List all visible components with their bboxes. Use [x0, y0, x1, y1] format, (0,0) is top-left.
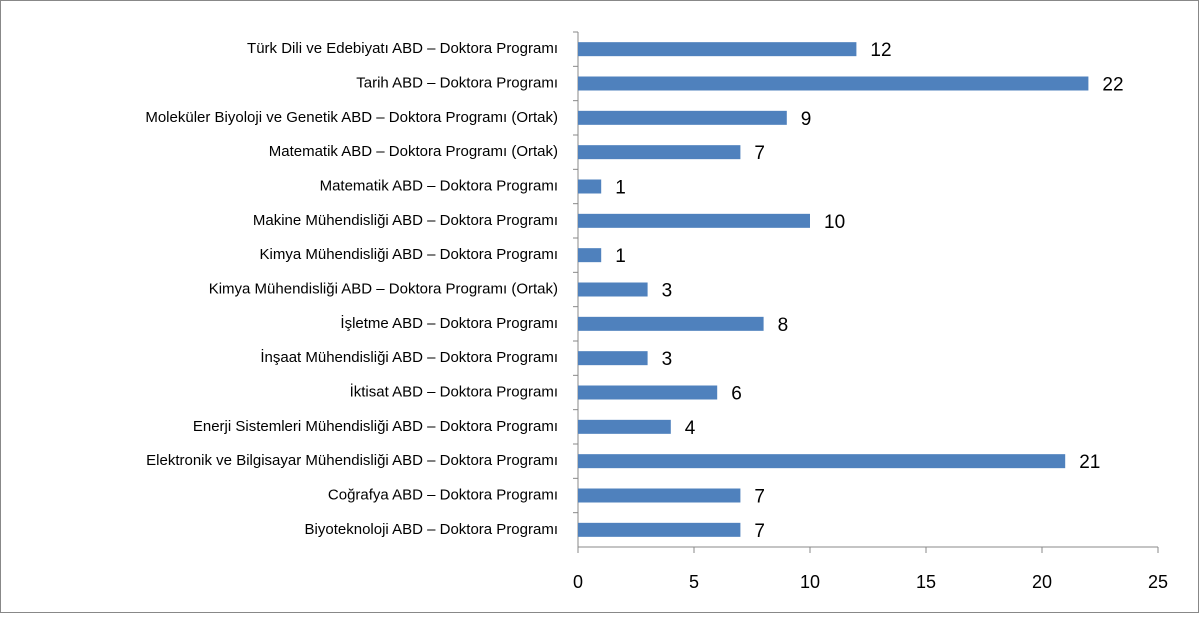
y-tick-label: Elektronik ve Bilgisayar Mühendisliği AB… — [146, 452, 558, 469]
data-label: 21 — [1079, 452, 1100, 473]
bar — [578, 385, 718, 400]
y-tick-label: Enerji Sistemleri Mühendisliği ABD – Dok… — [193, 418, 558, 435]
y-tick-label: İktisat ABD – Doktora Programı — [350, 382, 558, 400]
bar — [578, 42, 857, 57]
bar — [578, 351, 648, 366]
data-label: 10 — [824, 212, 845, 233]
y-tick-label: İşletme ABD – Doktora Programı — [340, 314, 558, 332]
data-label: 3 — [662, 349, 673, 370]
x-tick-label: 25 — [1148, 572, 1168, 592]
y-tick-label: Makine Mühendisliği ABD – Doktora Progra… — [253, 212, 558, 229]
data-label: 6 — [731, 384, 742, 405]
bar — [578, 179, 602, 194]
data-label: 3 — [662, 281, 673, 302]
bar — [578, 110, 787, 125]
data-label: 4 — [685, 418, 696, 439]
bar — [578, 454, 1066, 469]
x-tick-label: 0 — [573, 572, 583, 592]
data-label: 22 — [1102, 75, 1123, 96]
bar — [578, 248, 602, 263]
y-tick-label: Tarih ABD – Doktora Programı — [356, 74, 558, 91]
bar — [578, 419, 671, 434]
y-tick-label: Biyoteknoloji ABD – Doktora Programı — [305, 521, 558, 538]
y-tick-label: Kimya Mühendisliği ABD – Doktora Program… — [260, 246, 558, 263]
data-label: 7 — [754, 487, 765, 508]
x-tick-label: 10 — [800, 572, 820, 592]
data-label: 9 — [801, 109, 812, 130]
y-tick-label: Matematik ABD – Doktora Programı (Ortak) — [269, 143, 558, 160]
data-label: 1 — [615, 246, 626, 267]
x-tick-label: 20 — [1032, 572, 1052, 592]
x-tick-label: 5 — [689, 572, 699, 592]
data-label: 12 — [870, 40, 891, 61]
bar — [578, 213, 810, 228]
y-tick-label: Türk Dili ve Edebiyatı ABD – Doktora Pro… — [247, 40, 558, 57]
data-label: 7 — [754, 521, 765, 542]
bar — [578, 488, 741, 503]
y-tick-label: Moleküler Biyoloji ve Genetik ABD – Dokt… — [145, 109, 558, 126]
data-label: 8 — [778, 315, 789, 336]
y-tick-label: Kimya Mühendisliği ABD – Doktora Program… — [209, 280, 558, 297]
bar — [578, 76, 1089, 91]
bar — [578, 316, 764, 331]
data-label: 1 — [615, 178, 626, 199]
bar — [578, 522, 741, 537]
bar — [578, 145, 741, 160]
y-tick-label: İnşaat Mühendisliği ABD – Doktora Progra… — [260, 348, 558, 366]
x-tick-label: 15 — [916, 572, 936, 592]
y-tick-label: Coğrafya ABD – Doktora Programı — [328, 486, 558, 503]
data-label: 7 — [754, 143, 765, 164]
y-tick-label: Matematik ABD – Doktora Programı — [320, 177, 558, 194]
bar — [578, 282, 648, 297]
